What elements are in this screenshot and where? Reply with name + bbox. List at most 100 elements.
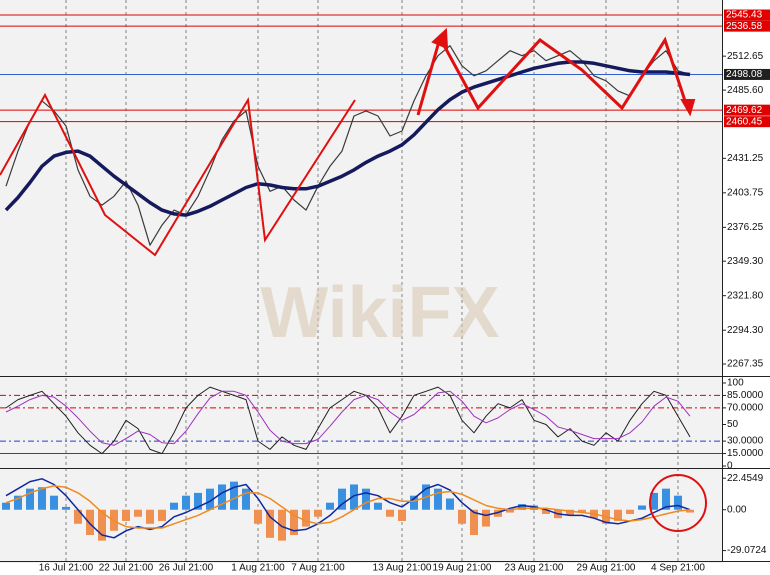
level-label-box — [724, 9, 770, 21]
histogram-bar — [290, 509, 298, 536]
series-line — [5, 386, 691, 455]
y-tick-label: 2294.30 — [727, 325, 764, 336]
histogram-bar — [242, 488, 250, 510]
level-label: 2545.43 — [726, 10, 763, 21]
y-tick-label: 2321.80 — [727, 290, 764, 301]
histogram-bar — [2, 502, 10, 510]
histogram-bar — [50, 495, 58, 510]
y-tick-label: 22.4549 — [727, 473, 764, 484]
y-tick-label: -29.0724 — [727, 545, 767, 556]
histogram-bar — [458, 509, 466, 524]
y-tick-label: 2376.25 — [727, 222, 764, 233]
x-tick-label: 4 Sep 21:00 — [651, 563, 705, 574]
level-label-box — [724, 104, 770, 116]
histogram-bar — [158, 509, 166, 521]
y-tick-label: 2267.35 — [727, 359, 764, 370]
histogram-bar — [254, 509, 262, 524]
histogram-bar — [62, 506, 70, 510]
level-label: 2460.45 — [726, 116, 763, 127]
histogram-bar — [470, 509, 478, 536]
histogram-bar — [362, 488, 370, 510]
histogram-bar — [518, 504, 526, 510]
histogram-bar — [638, 505, 646, 510]
histogram-bar — [74, 509, 82, 524]
arrow-head — [680, 99, 696, 117]
histogram-bar — [566, 509, 574, 516]
y-tick-label: 70.0000 — [727, 403, 764, 414]
level-label: 2536.58 — [726, 21, 763, 32]
histogram-bar — [410, 495, 418, 510]
histogram-bar — [482, 509, 490, 527]
x-tick-label: 19 Aug 21:00 — [433, 563, 492, 574]
x-tick-label: 23 Aug 21:00 — [505, 563, 564, 574]
histogram-bar — [674, 495, 682, 510]
series-line — [5, 478, 691, 539]
series-line — [4, 60, 691, 217]
histogram-bar — [506, 509, 514, 513]
histogram-bar — [230, 481, 238, 510]
histogram-bar — [278, 509, 286, 541]
y-tick-label: 100 — [727, 378, 744, 389]
level-label-box — [724, 116, 770, 128]
histogram-bar — [170, 502, 178, 510]
histogram-bar — [98, 509, 106, 541]
histogram-bar — [266, 509, 274, 538]
series-line — [5, 485, 691, 529]
y-tick-label: 2512.65 — [727, 51, 764, 62]
level-label: 2498.08 — [726, 69, 763, 80]
watermark: WikiFX — [260, 273, 499, 353]
histogram-bar — [398, 509, 406, 521]
histogram-bar — [542, 509, 550, 514]
x-tick-label: 26 Jul 21:00 — [159, 563, 214, 574]
y-tick-label: 85.0000 — [727, 390, 764, 401]
histogram-bar — [386, 509, 394, 517]
histogram-bar — [86, 509, 94, 536]
histogram-bar — [146, 509, 154, 524]
histogram-bar — [434, 488, 442, 510]
series-line — [5, 45, 691, 246]
histogram-bar — [134, 509, 142, 517]
level-label-box — [724, 20, 770, 32]
x-tick-label: 16 Jul 21:00 — [39, 563, 94, 574]
histogram-bar — [122, 509, 130, 521]
x-tick-label: 22 Jul 21:00 — [99, 563, 154, 574]
y-tick-label: 15.0000 — [727, 448, 764, 459]
histogram-bar — [374, 502, 382, 510]
histogram-bar — [302, 509, 310, 527]
histogram-bar — [626, 509, 634, 514]
y-tick-label: 30.0000 — [727, 436, 764, 447]
histogram-bar — [314, 509, 322, 517]
y-tick-label: 50 — [727, 419, 739, 430]
y-tick-label: 0 — [727, 461, 733, 472]
histogram-bar — [194, 492, 202, 510]
trend-zigzag — [0, 92, 356, 257]
level-label-box — [724, 68, 770, 80]
x-tick-label: 13 Aug 21:00 — [373, 563, 432, 574]
y-tick-label: 2431.25 — [727, 153, 764, 164]
plot-background — [0, 0, 722, 563]
histogram-bar — [14, 495, 22, 510]
histogram-bar — [218, 484, 226, 510]
level-label: 2469.62 — [726, 105, 763, 116]
histogram-bar — [206, 488, 214, 510]
y-tick-label: 2403.75 — [727, 187, 764, 198]
histogram-bar — [26, 488, 34, 510]
histogram-bar — [338, 488, 346, 510]
histogram-bar — [326, 502, 334, 510]
histogram-bar — [686, 509, 694, 513]
histogram-bar — [614, 509, 622, 521]
histogram-bar — [578, 509, 586, 513]
y-tick-label: 0.00 — [727, 504, 747, 515]
histogram-bar — [662, 488, 670, 510]
x-tick-label: 1 Aug 21:00 — [231, 563, 285, 574]
highlight-circle — [649, 474, 707, 532]
y-tick-label: 2485.60 — [727, 85, 764, 96]
histogram-bar — [446, 498, 454, 510]
histogram-bar — [350, 484, 358, 510]
y-tick-label: 2349.30 — [727, 256, 764, 267]
arrow-head — [431, 27, 449, 50]
trend-zigzag — [416, 34, 690, 116]
series-line — [5, 390, 691, 446]
histogram-bar — [650, 492, 658, 510]
